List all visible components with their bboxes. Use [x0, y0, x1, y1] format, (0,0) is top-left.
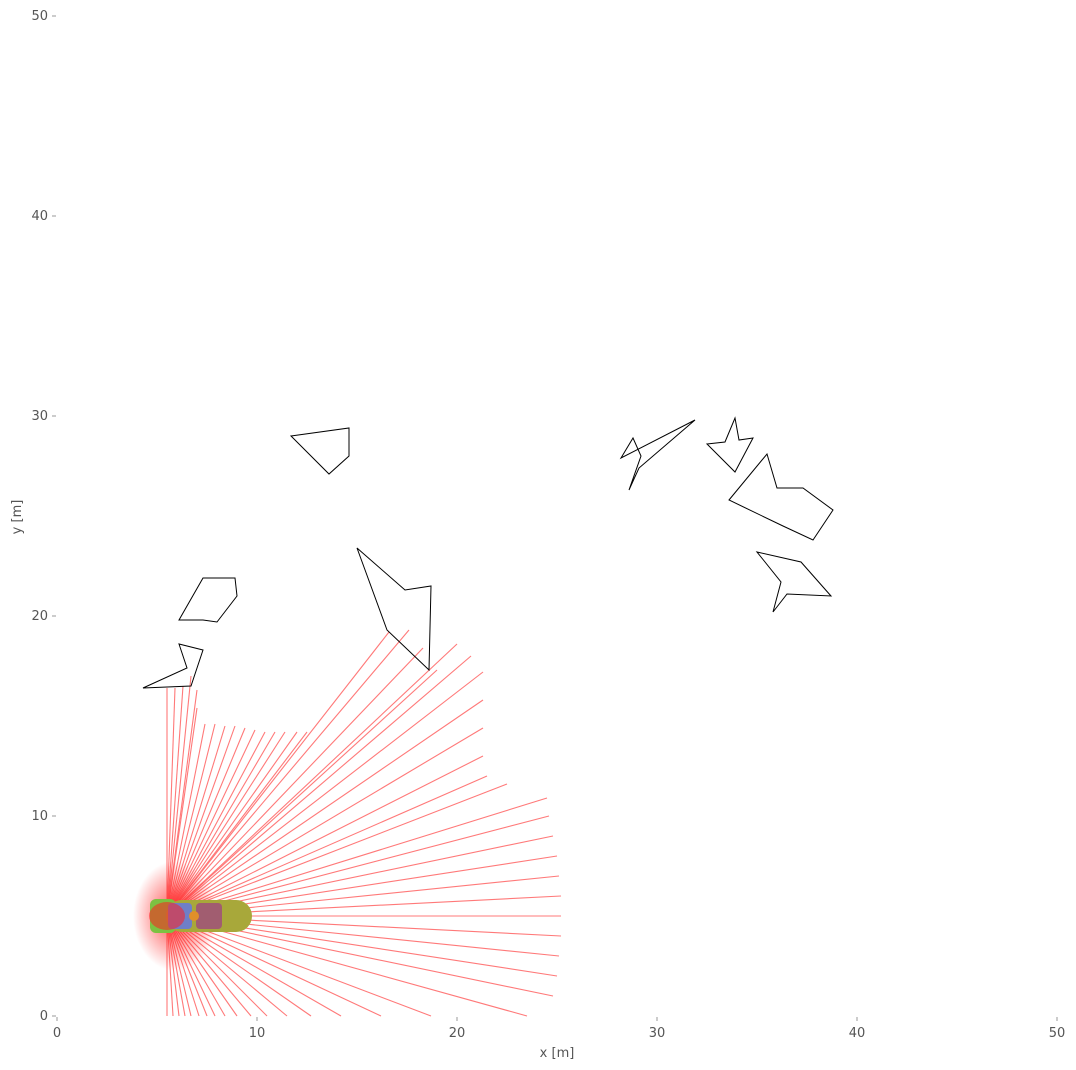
lidar-ray-29	[166, 783, 508, 917]
vehicle-cabin-front	[196, 903, 222, 929]
y-tick-label: 0	[40, 1009, 48, 1024]
y-tick-label: 40	[31, 209, 48, 224]
y-tick-label: 50	[31, 9, 48, 24]
obstacle-3	[356, 547, 432, 672]
x-tick-label: 50	[1049, 1026, 1066, 1041]
obstacle-7	[755, 551, 833, 613]
y-tick-label: 20	[31, 609, 48, 624]
obstacle-0	[289, 427, 350, 475]
vehicle	[133, 861, 252, 971]
lidar-ray-34	[166, 671, 484, 917]
vehicle-center-marker	[189, 911, 199, 921]
vehicle-sensor-glow	[149, 902, 185, 930]
y-tick-label: 30	[31, 409, 48, 424]
obstacles	[142, 416, 834, 689]
obstacle-2	[178, 577, 238, 623]
y-axis-label: y [m]	[10, 500, 25, 535]
lidar-ray-32	[166, 727, 484, 917]
x-tick-label: 40	[849, 1026, 866, 1041]
x-tick-label: 30	[649, 1026, 666, 1041]
lidar-ray-39	[166, 629, 410, 917]
lidar-ray-37	[166, 669, 438, 917]
obstacle-4	[619, 419, 696, 491]
obstacle-6	[728, 452, 834, 541]
lidar-ray-27	[166, 815, 550, 917]
x-tick-label: 0	[53, 1026, 61, 1041]
obstacle-5	[705, 416, 754, 473]
lidar-ray-17	[166, 915, 528, 1017]
lidar-ray-38	[166, 647, 424, 917]
x-tick-label: 20	[449, 1026, 466, 1041]
lidar-ray-36	[166, 643, 458, 917]
y-tick-label: 10	[31, 809, 48, 824]
lidar-ray-40	[166, 631, 390, 917]
lidar-ray-31	[166, 755, 484, 917]
lidar-ray-35	[166, 655, 472, 917]
x-axis-label: x [m]	[540, 1046, 575, 1061]
lidar-ray-33	[166, 699, 484, 917]
obstacle-1	[142, 643, 204, 689]
x-tick-label: 10	[249, 1026, 266, 1041]
axis-ticks: 0 10 20 30 40 50 0 10 20 30 40 50	[31, 9, 1065, 1041]
lidar-rays	[166, 629, 562, 1017]
lidar-ray-28	[166, 797, 548, 917]
lidar-ray-30	[166, 775, 488, 917]
